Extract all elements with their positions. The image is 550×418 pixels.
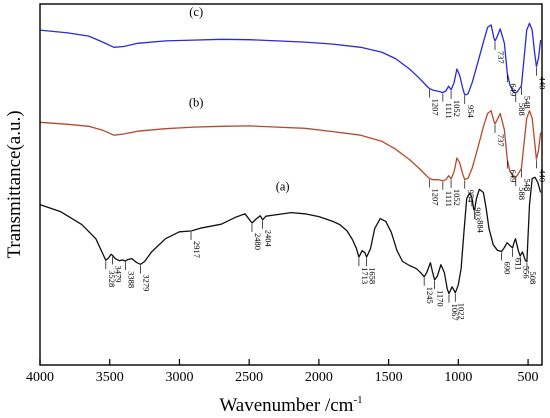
series-line-b	[39, 110, 542, 182]
peak-label: 588	[517, 187, 527, 200]
x-tick-label: 1000	[444, 370, 472, 385]
peak-label: 548	[522, 96, 532, 109]
plot-frame	[39, 3, 543, 366]
peak-label: 649	[508, 83, 518, 96]
spectra-lines	[39, 22, 542, 295]
peak-label: 2480	[253, 233, 263, 250]
series-label: (a)	[276, 180, 290, 194]
series-label: (c)	[189, 5, 203, 19]
peak-label: 737	[496, 134, 506, 147]
series-line-c	[39, 22, 542, 96]
x-axis-title-superscript: -1	[353, 394, 362, 406]
series-line-a	[39, 176, 542, 295]
x-axis-title-text: Wavenumber /cm	[219, 395, 353, 416]
peak-label: 1170	[436, 290, 446, 307]
y-axis-title: Transmittance(a.u.)	[4, 110, 25, 258]
peak-label: 649	[508, 170, 518, 183]
x-tick-label: 3000	[165, 370, 193, 385]
x-tick-label: 1500	[375, 370, 403, 385]
peak-label: 588	[517, 103, 527, 116]
peak-label: 884	[476, 220, 486, 234]
peak-label: 3528	[107, 270, 117, 287]
peak-label: 1658	[368, 267, 378, 284]
peak-label: 1207	[430, 99, 440, 116]
x-tick-label: 2500	[235, 370, 263, 385]
series-label: (b)	[189, 95, 204, 109]
peak-label: 1022	[456, 303, 466, 320]
peak-label: 611	[514, 258, 524, 270]
peak-label: 954	[466, 105, 476, 119]
peak-label: 556	[521, 266, 531, 279]
peak-label: 3388	[126, 271, 136, 288]
peak-label: 690	[503, 261, 513, 274]
peak-label: 737	[496, 51, 506, 64]
peak-label: 3279	[142, 274, 152, 291]
peak-label: 3479	[114, 265, 124, 282]
x-tick-label: 500	[518, 370, 539, 385]
peak-label: 1713	[360, 267, 370, 284]
peak-label: 903	[473, 207, 483, 220]
peak-label: 1067	[450, 304, 460, 321]
peak-label: 548	[522, 178, 532, 191]
peak-label: 2917	[192, 241, 202, 258]
x-tick-label: 2000	[305, 370, 333, 385]
peak-label: 1111	[444, 191, 454, 207]
peak-label: 1245	[425, 287, 435, 304]
series-labels: (c) (b) (a)	[189, 5, 290, 193]
x-tick-label: 3500	[96, 370, 124, 385]
peak-label: 1111	[444, 103, 454, 119]
peak-label: 1052	[452, 100, 462, 117]
peak-label: 2404	[264, 230, 274, 248]
x-axis-title: Wavenumber /cm-1	[219, 394, 362, 416]
x-tick-label: 4000	[26, 370, 54, 385]
peak-label: 1052	[452, 189, 462, 206]
peak-label: 508	[528, 272, 538, 285]
peak-label: 1207	[430, 188, 440, 205]
peak-label: 954	[466, 190, 476, 204]
x-axis-ticks: 4000 3500 3000 2500 2000 1500 1000 500	[26, 359, 539, 385]
